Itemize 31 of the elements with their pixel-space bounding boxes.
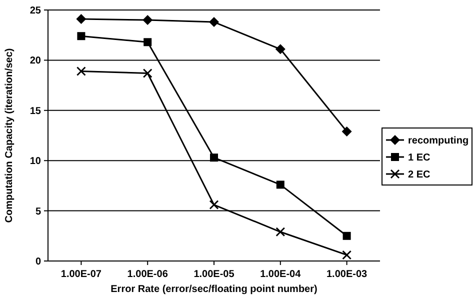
point	[76, 14, 86, 24]
y-tick-label: 20	[30, 56, 42, 67]
y-axis-title: Computation Capacity (iteration/sec)	[4, 48, 15, 223]
y-tick-label: 25	[30, 6, 42, 16]
x-tick-label: 1.00E-07	[60, 269, 102, 280]
point	[342, 126, 352, 136]
x-axis-title: Error Rate (error/sec/floating point number)	[110, 284, 318, 295]
x-tick-label: 1.00E-03	[326, 269, 368, 280]
legend-label: recomputing	[408, 136, 469, 146]
y-tick-label: 10	[30, 156, 42, 168]
y-tick-label: 5	[35, 206, 42, 218]
point	[209, 17, 219, 28]
y-tick-label: 15	[30, 106, 42, 117]
x-tick-label: 1.00E-05	[194, 269, 235, 280]
point	[276, 227, 286, 237]
x-tick-label: 1.00E-04	[260, 269, 302, 280]
point	[342, 232, 351, 240]
legend-label: 2 EC	[408, 170, 430, 180]
legend-label: 1 EC	[408, 152, 430, 164]
point	[275, 44, 286, 54]
point	[76, 66, 86, 76]
point	[342, 250, 352, 260]
y-tick-label: 0	[35, 256, 42, 268]
point	[209, 200, 219, 210]
point	[210, 154, 218, 162]
point	[142, 15, 153, 26]
point	[276, 180, 284, 189]
x-tick-label: 1.00E-06	[127, 269, 168, 280]
point	[77, 32, 86, 40]
point	[142, 68, 152, 78]
point	[144, 38, 152, 46]
